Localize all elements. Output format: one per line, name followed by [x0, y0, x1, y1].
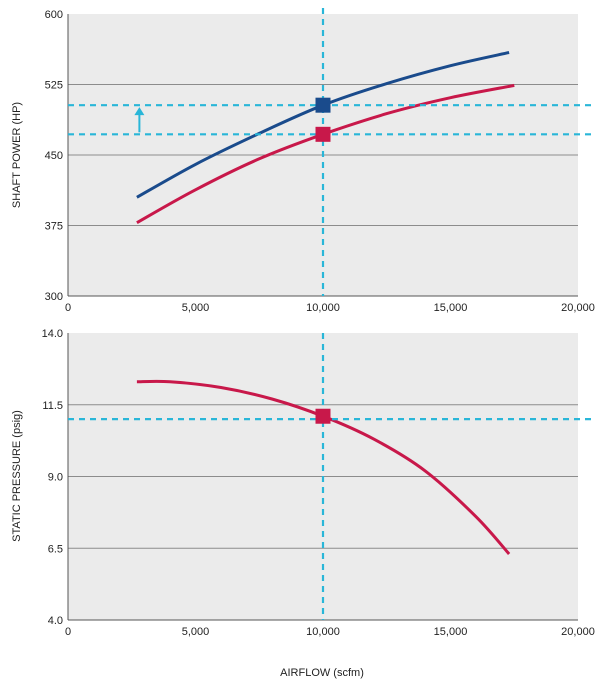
x-tick-label: 5,000	[182, 302, 210, 314]
y-tick-label: 300	[45, 291, 63, 303]
x-tick-label: 15,000	[434, 626, 468, 638]
y-tick-label: 6.5	[48, 543, 63, 555]
x-tick-label: 10,000	[306, 302, 340, 314]
x-tick-label: 0	[65, 626, 71, 638]
x-tick-label: 10,000	[306, 626, 340, 638]
x-tick-label: 20,000	[561, 626, 595, 638]
y-tick-label: 375	[45, 221, 63, 233]
y-tick-label: 600	[45, 9, 63, 21]
data-marker	[315, 97, 331, 113]
x-tick-label: 20,000	[561, 302, 595, 314]
y-axis-title: STATIC PRESSURE (psig)	[11, 410, 23, 542]
y-tick-label: 11.5	[42, 400, 63, 412]
y-tick-label: 4.0	[48, 615, 63, 627]
shaft-power-chart: 300 375 450 525 600 0 5,000 10,000 15,000 20,000 S…	[11, 8, 596, 314]
y-tick-label: 9.0	[48, 472, 63, 484]
y-tick-label: 450	[45, 150, 63, 162]
static-pressure-chart: 4.0 6.5 9.0 11.5 14.0 0 5,000 10,000 15,000 20,00…	[11, 328, 596, 638]
y-axis-title: SHAFT POWER (HP)	[11, 102, 23, 208]
data-marker	[315, 126, 331, 142]
y-tick-label: 525	[45, 80, 63, 92]
x-axis-title: AIRFLOW (scfm)	[280, 667, 364, 679]
x-tick-label: 5,000	[182, 626, 210, 638]
arrow-head	[134, 107, 145, 116]
y-tick-label: 14.0	[42, 328, 63, 340]
x-tick-label: 0	[65, 302, 71, 314]
data-marker	[315, 408, 331, 424]
x-tick-label: 15,000	[434, 302, 468, 314]
